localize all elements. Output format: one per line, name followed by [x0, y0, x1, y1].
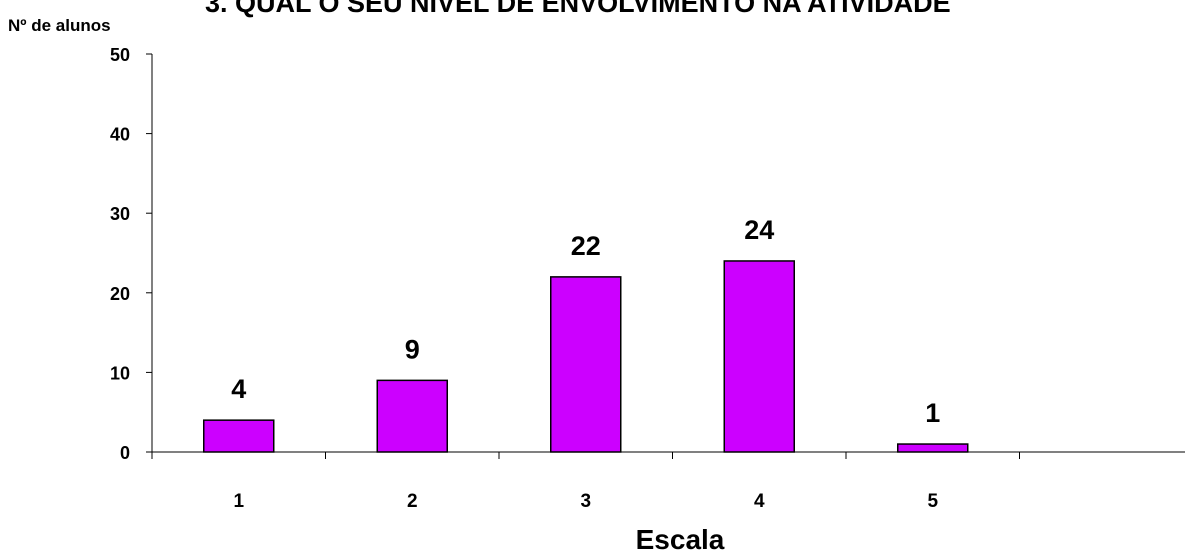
x-tick-label: 2	[407, 491, 418, 512]
y-tick-label: 50	[110, 45, 130, 65]
x-axis-label: Escala	[636, 524, 725, 555]
data-label: 24	[744, 215, 774, 245]
data-label: 9	[405, 334, 420, 364]
bar	[550, 276, 622, 453]
x-tick-label: 5	[927, 491, 938, 512]
y-axis-label: Nº de alunos	[8, 16, 111, 35]
bar	[723, 260, 795, 453]
data-label: 1	[925, 398, 940, 428]
x-tick-label: 4	[754, 491, 765, 512]
bar	[203, 419, 275, 453]
bar	[897, 443, 969, 453]
y-tick-label: 10	[110, 363, 130, 383]
bar	[376, 379, 448, 453]
y-tick-label: 20	[110, 284, 130, 304]
chart-title: 3. QUAL O SEU NÍVEL DE ENVOLVIMENTO NA A…	[205, 0, 951, 18]
y-tick-label: 0	[120, 443, 130, 463]
y-tick-label: 40	[110, 125, 130, 145]
data-label: 22	[571, 231, 601, 261]
x-tick-label: 1	[233, 491, 244, 512]
x-tick-label: 3	[580, 491, 591, 512]
data-label: 4	[231, 374, 246, 404]
y-tick-label: 30	[110, 204, 130, 224]
